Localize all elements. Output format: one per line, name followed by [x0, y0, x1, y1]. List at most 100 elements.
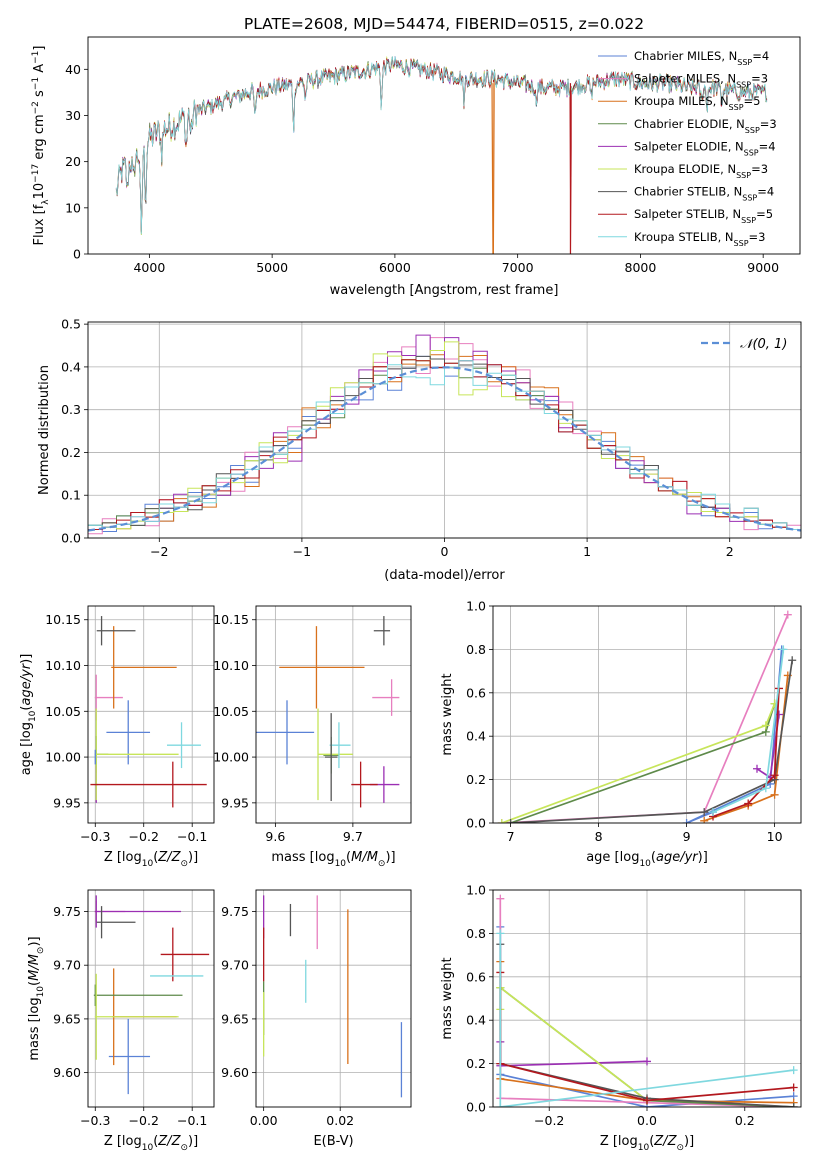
x-tick-label: 9.7 [343, 829, 363, 844]
legend-label: 𝒩(0, 1) [740, 337, 787, 352]
x-axis-label: mass [log10(M/M⊙)] [271, 850, 395, 869]
weight-marker [506, 819, 515, 823]
y-axis-label-part: ] [32, 46, 47, 51]
plot-area [93, 895, 210, 1095]
legend-label-value: =3 [749, 230, 766, 244]
y-tick-label: 0.5 [61, 317, 81, 332]
panel-residuals: −2 −1 0 1 2 0.0 0.1 0.2 0.3 0.4 0.5 (data-model)/er… [37, 317, 802, 583]
legend-label-value: =4 [759, 139, 776, 153]
weight-marker [682, 819, 691, 823]
weight-marker [643, 1057, 651, 1066]
x-axis-label-part: mass [log [271, 850, 334, 865]
y-tick-label: 0.4 [466, 729, 486, 744]
y-tick-label: 9.95 [53, 795, 81, 810]
y-axis-label-part: 10 [28, 710, 38, 722]
errorbar-point [372, 679, 400, 716]
legend-label-value: =3 [751, 72, 768, 86]
plot-area [496, 894, 798, 1107]
x-axis-label-part: (data-model)/error [384, 568, 505, 583]
panel-mass_vs_Z: −0.3 −0.2 −0.19.609.659.709.75Z [log10(Z/Z… [27, 889, 215, 1153]
y-tick-label: 10.10 [45, 658, 81, 673]
weight-marker [788, 656, 797, 665]
y-tick-label: 10.05 [45, 704, 81, 719]
y-axis-label: mass weight [440, 673, 455, 755]
panel-age_vs_mass: 9.6 9.7 9.95 10.00 10.05 10.10 10.15 mass [log1… [213, 605, 412, 869]
x-tick-label: 7000 [502, 260, 534, 275]
weight-marker [789, 1103, 798, 1107]
y-tick-label: 0.4 [466, 1013, 486, 1028]
x-axis-label-part: Z/Z [157, 1134, 181, 1149]
y-axis-label-part: −17 [31, 164, 41, 183]
x-axis-label-part: )] [188, 1134, 198, 1149]
x-axis-label-part: ⊙ [180, 859, 188, 869]
x-axis-label-part: 10 [142, 859, 154, 869]
weight-marker [770, 771, 779, 780]
weight-marker [744, 799, 753, 808]
errorbar-point [279, 626, 365, 709]
legend-label-sub: SSP [741, 216, 756, 225]
legend-label-value: =3 [760, 117, 777, 131]
x-tick-label: 10 [767, 829, 783, 844]
y-axis-label-part: mass weight [440, 673, 455, 755]
y-tick-label: 0.1 [61, 488, 81, 503]
x-tick-label: 8000 [625, 260, 657, 275]
errorbar-point [324, 713, 338, 802]
y-tick-label: 1.0 [466, 599, 486, 614]
x-axis-label-part: age/yr [656, 850, 699, 865]
y-tick-label: 0 [73, 247, 81, 262]
panels-group: 4000 5000 6000 7000 8000 9000010203040wavelen… [19, 36, 802, 1153]
plot-area [497, 610, 797, 823]
x-tick-label: 5000 [256, 260, 288, 275]
axes-frame [87, 36, 801, 255]
x-tick-label: −0.1 [177, 829, 207, 844]
legend-label: Salpeter ELODIE, NSSP=4 [634, 139, 776, 157]
x-axis-label-part: age [log [586, 850, 639, 865]
y-tick-label: 0.8 [466, 642, 486, 657]
x-tick-label: 8 [595, 829, 603, 844]
legend-label-value: =5 [744, 94, 761, 108]
weight-marker [709, 808, 717, 817]
weight-marker [496, 929, 505, 938]
y-tick-label: 0.2 [61, 445, 81, 460]
x-axis-label-part: ( [153, 850, 158, 865]
panel-weight_vs_Z: −0.2 0.0 0.2 0.0 0.2 0.4 0.6 0.8 1.0 Z [log10(Z/Z… [440, 883, 802, 1153]
x-axis-label-part: )] [188, 850, 198, 865]
y-tick-label: 0.2 [466, 772, 486, 787]
axes-frame [492, 605, 802, 824]
legend-label: Kroupa MILES, NSSP=5 [634, 94, 760, 112]
x-tick-label: 0.02 [326, 1113, 354, 1128]
legend-label: Kroupa ELODIE, NSSP=3 [634, 162, 768, 180]
x-tick-label: 0.2 [735, 1113, 755, 1128]
legend-label-name: Chabrier STELIB, N [634, 185, 742, 199]
x-axis-label-part: ⊙ [378, 859, 386, 869]
y-axis-label-part: age/yr [19, 662, 34, 705]
x-axis-label-part: ⊙ [180, 1143, 188, 1153]
legend-label: Chabrier MILES, NSSP=4 [634, 49, 769, 67]
weight-marker [761, 721, 770, 730]
x-tick-label: −2 [150, 544, 168, 559]
x-axis-label: Z [log10(Z/Z⊙)] [104, 1134, 198, 1153]
y-axis-label: Normed distribution [37, 365, 52, 495]
weight-marker [779, 645, 788, 654]
legend-label: Kroupa STELIB, NSSP=3 [634, 230, 765, 248]
plot-area [90, 616, 207, 808]
y-axis-label-part: M/M [27, 954, 42, 981]
x-tick-label: 9 [683, 829, 691, 844]
legend-label-name: Kroupa MILES, N [634, 94, 729, 108]
weight-marker [700, 816, 709, 823]
legend-label-value: =4 [757, 185, 774, 199]
x-tick-label: 0.0 [637, 1113, 657, 1128]
weight-marker [789, 1066, 798, 1075]
x-axis-label-part: ( [346, 850, 351, 865]
legend-label-sub: SSP [734, 238, 749, 247]
y-axis-label-part: 10 [32, 183, 47, 200]
y-tick-label: 0.0 [61, 531, 81, 546]
legend-label-name: Kroupa STELIB, N [634, 230, 734, 244]
hist-step-9 [88, 360, 801, 530]
x-tick-label: 9.6 [265, 829, 285, 844]
legend-label-sub: SSP [742, 193, 757, 202]
x-axis-label-part: ( [649, 1134, 654, 1149]
y-axis-label-part: )] [19, 654, 34, 664]
